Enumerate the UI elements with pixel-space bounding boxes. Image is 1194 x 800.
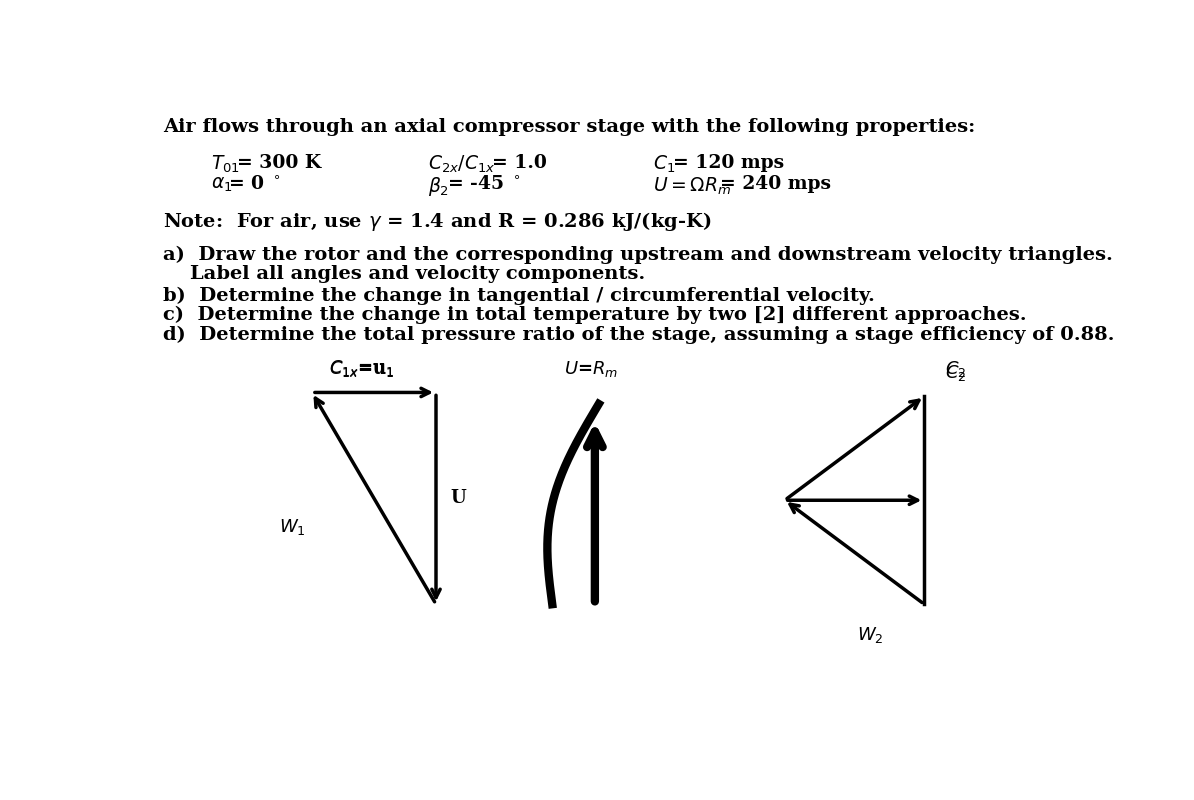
Text: $U = \Omega R_m$: $U = \Omega R_m$ xyxy=(653,175,731,197)
Text: $C_2$: $C_2$ xyxy=(944,363,966,383)
Text: $C_1$: $C_1$ xyxy=(653,154,676,175)
Text: U: U xyxy=(450,490,466,507)
Text: = 120 mps: = 120 mps xyxy=(673,154,784,172)
Text: $C_2$: $C_2$ xyxy=(944,359,966,379)
Text: $C_{1x}$=u$_1$: $C_{1x}$=u$_1$ xyxy=(330,358,395,378)
Text: = -45 $^\circ$: = -45 $^\circ$ xyxy=(447,175,521,194)
Text: $\alpha_1$: $\alpha_1$ xyxy=(211,175,233,194)
Text: $C_{1x}$=u$_1$: $C_{1x}$=u$_1$ xyxy=(330,359,395,379)
Text: = 1.0: = 1.0 xyxy=(492,154,547,172)
Text: = 300 K: = 300 K xyxy=(236,154,321,172)
Text: d)  Determine the total pressure ratio of the stage, assuming a stage efficiency: d) Determine the total pressure ratio of… xyxy=(164,326,1115,344)
Text: $C_{2x}/C_{1x}$: $C_{2x}/C_{1x}$ xyxy=(429,154,496,175)
Text: $U$=$R_{m}$: $U$=$R_{m}$ xyxy=(564,359,618,379)
Text: $\beta_2$: $\beta_2$ xyxy=(429,175,449,198)
Text: = 0 $^\circ$: = 0 $^\circ$ xyxy=(228,175,281,194)
Text: $T_{01}$: $T_{01}$ xyxy=(211,154,240,175)
Text: c)  Determine the change in total temperature by two [2] different approaches.: c) Determine the change in total tempera… xyxy=(164,306,1027,325)
Text: = 240 mps: = 240 mps xyxy=(720,175,831,194)
Text: b)  Determine the change in tangential / circumferential velocity.: b) Determine the change in tangential / … xyxy=(164,287,875,306)
Text: a)  Draw the rotor and the corresponding upstream and downstream velocity triang: a) Draw the rotor and the corresponding … xyxy=(164,246,1113,264)
Text: $W_2$: $W_2$ xyxy=(857,625,884,645)
Text: Air flows through an axial compressor stage with the following properties:: Air flows through an axial compressor st… xyxy=(164,118,975,135)
Text: $W_1$: $W_1$ xyxy=(279,517,306,538)
Text: Label all angles and velocity components.: Label all angles and velocity components… xyxy=(164,266,646,283)
Text: Note:  For air, use $\gamma$ = 1.4 and R = 0.286 kJ/(kg-K): Note: For air, use $\gamma$ = 1.4 and R … xyxy=(164,210,712,233)
